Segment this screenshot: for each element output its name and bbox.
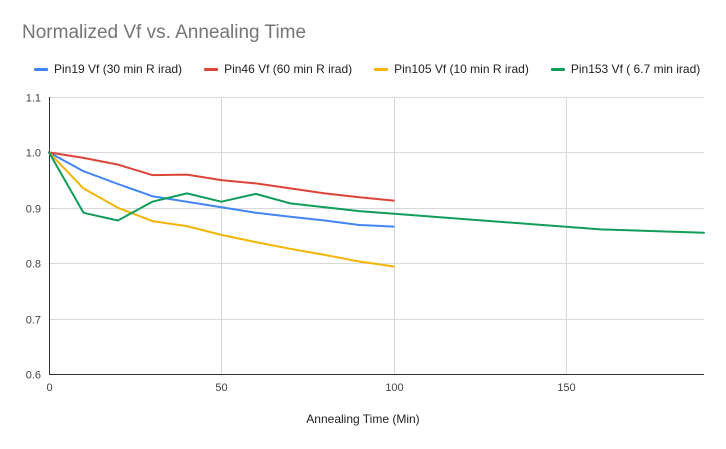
gridlines: [49, 97, 704, 374]
series-line-pin153[interactable]: [48, 151, 705, 234]
legend-label-pin19: Pin19 Vf (30 min R irad): [54, 62, 183, 76]
axes: [49, 97, 704, 375]
x-tick-label: 150: [557, 382, 575, 394]
series-line-pin46[interactable]: [48, 151, 395, 202]
chart-title: Normalized Vf vs. Annealing Time: [22, 22, 307, 43]
series-line-pin19[interactable]: [48, 151, 395, 228]
y-tick-label: 0.7: [26, 315, 41, 327]
legend-swatch-pin46: [204, 67, 219, 71]
legend-label-pin153: Pin153 Vf ( 6.7 min irad): [570, 62, 701, 76]
legend-swatch-pin19: [34, 67, 48, 71]
series-line-pin105[interactable]: [48, 151, 395, 268]
y-tick-label: 0.6: [26, 370, 41, 382]
legend: Pin19 Vf (30 min R irad) Pin46 Vf (60 mi…: [34, 61, 722, 77]
y-tick-label: 1.0: [26, 148, 41, 160]
x-axis-title: Annealing Time (Min): [306, 412, 420, 426]
legend-label-pin46: Pin46 Vf (60 min R irad): [224, 62, 353, 76]
x-tick-label: 100: [385, 382, 403, 394]
y-tick-label: 1.1: [26, 93, 41, 105]
legend-label-pin105: Pin105 Vf (10 min R irad): [394, 62, 529, 76]
tick-labels: 0.6 0.7 0.8 0.9 1.0 1.1 0 50 100 150: [26, 93, 576, 395]
y-tick-label: 0.9: [26, 204, 41, 216]
legend-item-pin46[interactable]: Pin46 Vf (60 min R irad): [204, 62, 352, 76]
x-tick-label: 0: [46, 382, 52, 394]
legend-swatch-pin153: [550, 67, 565, 71]
legend-item-pin153[interactable]: Pin153 Vf ( 6.7 min irad): [550, 62, 701, 76]
legend-item-pin105[interactable]: Pin105 Vf (10 min R irad): [374, 62, 529, 76]
y-tick-label: 0.8: [26, 259, 41, 271]
legend-item-pin19[interactable]: Pin19 Vf (30 min R irad): [34, 62, 182, 76]
legend-swatch-pin105: [374, 67, 389, 71]
x-tick-label: 50: [215, 382, 227, 394]
series-lines: [48, 151, 705, 268]
